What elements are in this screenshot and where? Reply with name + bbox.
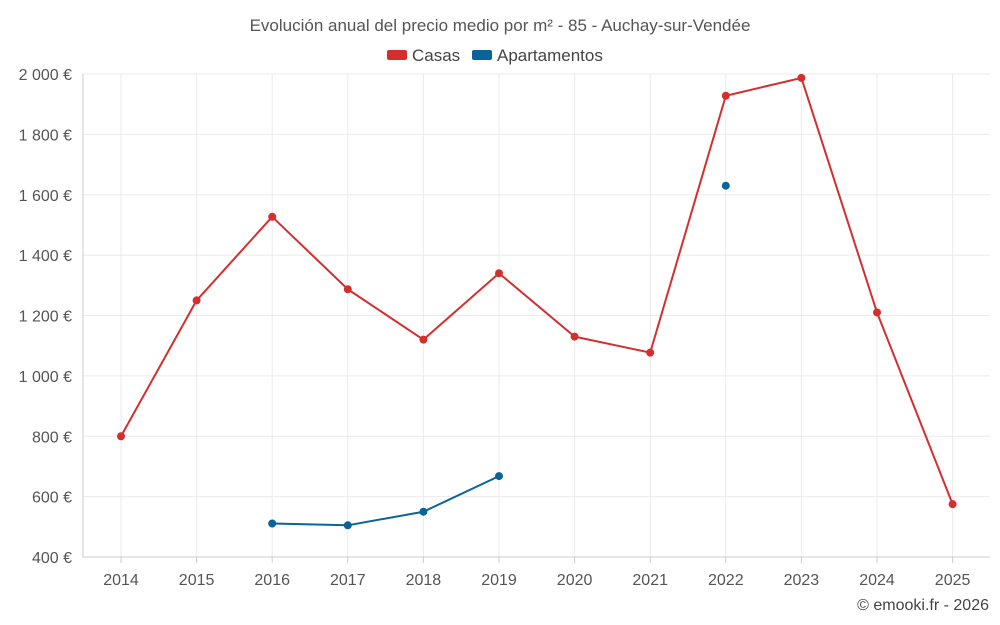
x-tick-label: 2025 (935, 572, 971, 589)
grid (83, 73, 990, 558)
series-line-casas (120, 76, 954, 505)
y-tick-label: 1 000 € (19, 369, 72, 386)
data-point-apartamentos[interactable] (268, 519, 277, 528)
data-point-casas[interactable] (570, 332, 579, 341)
x-tick-label: 2021 (632, 572, 668, 589)
x-tick-label: 2017 (330, 572, 366, 589)
legend-label: Casas (412, 46, 460, 65)
y-tick-label: 400 € (32, 550, 72, 567)
y-tick-label: 2 000 € (19, 67, 72, 84)
series-apartamentos (268, 181, 730, 530)
data-point-apartamentos[interactable] (495, 472, 503, 481)
data-point-apartamentos[interactable] (721, 181, 730, 190)
x-tick-label: 2014 (103, 572, 139, 589)
x-tick-label: 2019 (481, 572, 517, 589)
x-tick-label: 2015 (179, 572, 215, 589)
series-casas (117, 73, 957, 509)
legend-item-apartamentos[interactable]: Apartamentos (472, 46, 603, 65)
data-point-casas[interactable] (948, 500, 957, 509)
series (117, 73, 957, 530)
data-point-casas[interactable] (721, 91, 730, 100)
chart-title: Evolución anual del precio medio por m² … (250, 16, 751, 35)
y-tick-label: 600 € (32, 490, 72, 507)
axes: 400 € 600 € 800 € 1 000 € 1 200 € 1 400 € 1 60… (19, 67, 990, 589)
y-tick-label: 800 € (32, 429, 72, 446)
data-point-casas[interactable] (495, 269, 503, 278)
data-point-apartamentos[interactable] (343, 521, 352, 530)
legend-swatch (472, 50, 492, 60)
y-tick-label: 1 400 € (19, 248, 72, 265)
data-point-casas[interactable] (343, 285, 352, 294)
y-tick-label: 1 200 € (19, 309, 72, 326)
data-point-casas[interactable] (873, 308, 881, 317)
x-tick-label: 2016 (254, 572, 290, 589)
legend[interactable]: Casas Apartamentos (387, 46, 603, 65)
x-tick-label: 2023 (784, 572, 820, 589)
data-point-casas[interactable] (646, 348, 655, 357)
x-tick-label: 2018 (406, 572, 442, 589)
legend-item-casas[interactable]: Casas (387, 46, 460, 65)
y-tick-label: 1 800 € (19, 127, 72, 144)
credit-text: © emooki.fr - 2026 (857, 597, 989, 614)
series-line-apartamentos (272, 475, 500, 527)
x-tick-label: 2022 (708, 572, 744, 589)
data-point-casas[interactable] (797, 73, 806, 82)
legend-swatch (387, 50, 407, 60)
data-point-casas[interactable] (192, 296, 201, 305)
y-tick-label: 1 600 € (19, 188, 72, 205)
legend-label: Apartamentos (497, 46, 603, 65)
x-tick-label: 2020 (557, 572, 593, 589)
x-tick-label: 2024 (859, 572, 895, 589)
data-point-casas[interactable] (117, 432, 125, 441)
data-point-casas[interactable] (419, 335, 428, 344)
data-point-casas[interactable] (268, 212, 277, 221)
data-point-apartamentos[interactable] (419, 507, 428, 516)
